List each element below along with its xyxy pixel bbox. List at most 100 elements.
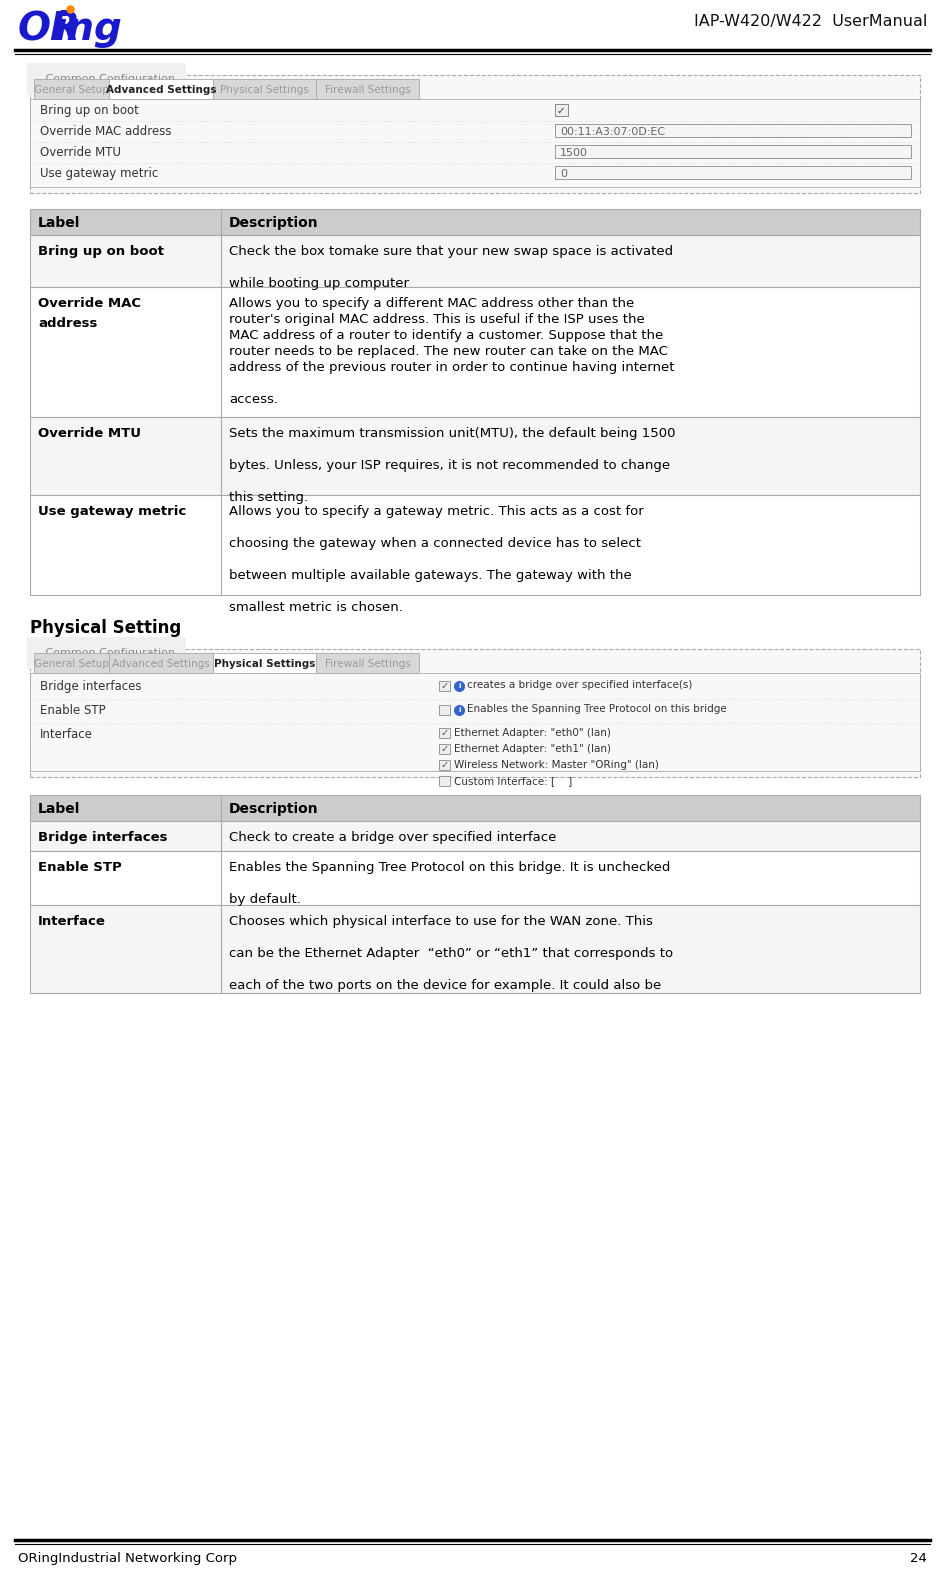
Text: 0: 0: [560, 170, 566, 179]
Text: address of the previous router in order to continue having internet: address of the previous router in order …: [228, 361, 674, 374]
Text: Firewall Settings: Firewall Settings: [325, 658, 410, 669]
Text: Interface: Interface: [38, 914, 106, 928]
Text: ✓: ✓: [555, 105, 565, 116]
Text: Override MTU: Override MTU: [40, 146, 121, 159]
Bar: [30, 416, 919, 495]
Text: router needs to be replaced. The new router can take on the MAC: router needs to be replaced. The new rou…: [228, 346, 667, 358]
Text: ✓: ✓: [440, 680, 448, 691]
Bar: [30, 822, 919, 851]
Text: Override MTU: Override MTU: [38, 427, 141, 440]
Text: Physical Setting: Physical Setting: [30, 619, 181, 636]
Text: OR: OR: [18, 9, 81, 49]
Text: General Setup: General Setup: [34, 85, 109, 94]
Text: Label: Label: [38, 215, 80, 229]
Bar: [30, 822, 919, 851]
Text: router's original MAC address. This is useful if the ISP uses the: router's original MAC address. This is u…: [228, 313, 644, 327]
Text: Label: Label: [38, 803, 80, 815]
Text: Check to create a bridge over specified interface: Check to create a bridge over specified …: [228, 831, 556, 844]
Bar: [30, 905, 919, 993]
Text: MAC address of a router to identify a customer. Suppose that the: MAC address of a router to identify a cu…: [228, 328, 663, 342]
Text: Enable STP: Enable STP: [40, 704, 106, 716]
Text: i: i: [458, 683, 460, 690]
Text: Enable STP: Enable STP: [38, 861, 122, 873]
Text: Interface: Interface: [40, 727, 93, 742]
Text: - Common Configuration: - Common Configuration: [38, 647, 175, 658]
Text: ✓: ✓: [440, 745, 448, 754]
Text: General Setup: General Setup: [34, 658, 109, 669]
Text: by default.: by default.: [228, 892, 300, 906]
Text: ORingIndustrial Networking Corp: ORingIndustrial Networking Corp: [18, 1552, 237, 1565]
Text: - Common Configuration: - Common Configuration: [38, 74, 175, 83]
Text: Enables the Spanning Tree Protocol on this bridge: Enables the Spanning Tree Protocol on th…: [467, 704, 726, 713]
Text: Use gateway metric: Use gateway metric: [40, 167, 158, 181]
Text: Use gateway metric: Use gateway metric: [38, 504, 186, 518]
Text: Bring up on boot: Bring up on boot: [40, 104, 139, 116]
Text: Bridge interfaces: Bridge interfaces: [40, 680, 142, 693]
Text: 00:11:A3:07:0D:EC: 00:11:A3:07:0D:EC: [560, 127, 665, 137]
Bar: [439, 680, 450, 691]
Bar: [30, 287, 919, 416]
Text: IAP-W420/W422  UserManual: IAP-W420/W422 UserManual: [693, 14, 926, 28]
Text: Allows you to specify a different MAC address other than the: Allows you to specify a different MAC ad…: [228, 297, 633, 309]
Text: Check the box tomake sure that your new swap space is activated: Check the box tomake sure that your new …: [228, 245, 672, 258]
Text: Override MAC address: Override MAC address: [40, 126, 171, 138]
Text: Description: Description: [228, 215, 318, 229]
Bar: [30, 287, 919, 416]
Bar: [30, 851, 919, 905]
Text: Sets the maximum transmission unit(MTU), the default being 1500: Sets the maximum transmission unit(MTU),…: [228, 427, 675, 440]
Bar: [439, 727, 450, 738]
Bar: [212, 79, 315, 99]
Text: while booting up computer: while booting up computer: [228, 276, 409, 291]
Bar: [30, 209, 919, 236]
Bar: [109, 654, 212, 672]
Bar: [315, 79, 418, 99]
Bar: [30, 416, 919, 495]
Text: can be the Ethernet Adapter  “eth0” or “eth1” that corresponds to: can be the Ethernet Adapter “eth0” or “e…: [228, 947, 672, 960]
Text: Firewall Settings: Firewall Settings: [325, 85, 410, 94]
Bar: [30, 495, 919, 595]
Text: Wireless Network: Master "ORing" (lan): Wireless Network: Master "ORing" (lan): [454, 760, 659, 770]
Bar: [212, 654, 315, 672]
Text: ing: ing: [54, 9, 123, 49]
Bar: [439, 745, 450, 754]
Text: Ethernet Adapter: "eth1" (lan): Ethernet Adapter: "eth1" (lan): [454, 745, 611, 754]
Text: Physical Settings: Physical Settings: [213, 658, 315, 669]
Bar: [34, 79, 109, 99]
Text: Description: Description: [228, 803, 318, 815]
Text: ✓: ✓: [440, 760, 448, 770]
Bar: [439, 760, 450, 770]
Bar: [30, 795, 919, 822]
Bar: [30, 649, 919, 778]
Bar: [30, 75, 919, 193]
Bar: [554, 167, 910, 179]
Text: each of the two ports on the device for example. It could also be: each of the two ports on the device for …: [228, 979, 661, 991]
Text: bytes. Unless, your ISP requires, it is not recommended to change: bytes. Unless, your ISP requires, it is …: [228, 459, 669, 471]
Bar: [34, 654, 109, 672]
Bar: [30, 209, 919, 236]
Bar: [30, 495, 919, 595]
Bar: [30, 236, 919, 287]
Text: this setting.: this setting.: [228, 492, 308, 504]
Text: choosing the gateway when a connected device has to select: choosing the gateway when a connected de…: [228, 537, 640, 550]
Bar: [554, 104, 567, 116]
Bar: [554, 124, 910, 137]
Bar: [30, 672, 919, 771]
Bar: [315, 654, 418, 672]
Text: Ethernet Adapter: "eth0" (lan): Ethernet Adapter: "eth0" (lan): [454, 727, 611, 738]
Text: access.: access.: [228, 393, 278, 405]
Text: Bridge interfaces: Bridge interfaces: [38, 831, 167, 844]
Text: ✓: ✓: [440, 727, 448, 738]
Bar: [554, 145, 910, 159]
Text: 24: 24: [909, 1552, 926, 1565]
Text: smallest metric is chosen.: smallest metric is chosen.: [228, 602, 402, 614]
Text: Enables the Spanning Tree Protocol on this bridge. It is unchecked: Enables the Spanning Tree Protocol on th…: [228, 861, 669, 873]
Bar: [30, 851, 919, 905]
Text: Allows you to specify a gateway metric. This acts as a cost for: Allows you to specify a gateway metric. …: [228, 504, 643, 518]
Text: between multiple available gateways. The gateway with the: between multiple available gateways. The…: [228, 569, 632, 581]
Bar: [30, 236, 919, 287]
Bar: [109, 79, 212, 99]
Bar: [30, 99, 919, 187]
Text: Chooses which physical interface to use for the WAN zone. This: Chooses which physical interface to use …: [228, 914, 652, 928]
Text: Custom Interface: [    ]: Custom Interface: [ ]: [454, 776, 572, 786]
Text: Bring up on boot: Bring up on boot: [38, 245, 164, 258]
